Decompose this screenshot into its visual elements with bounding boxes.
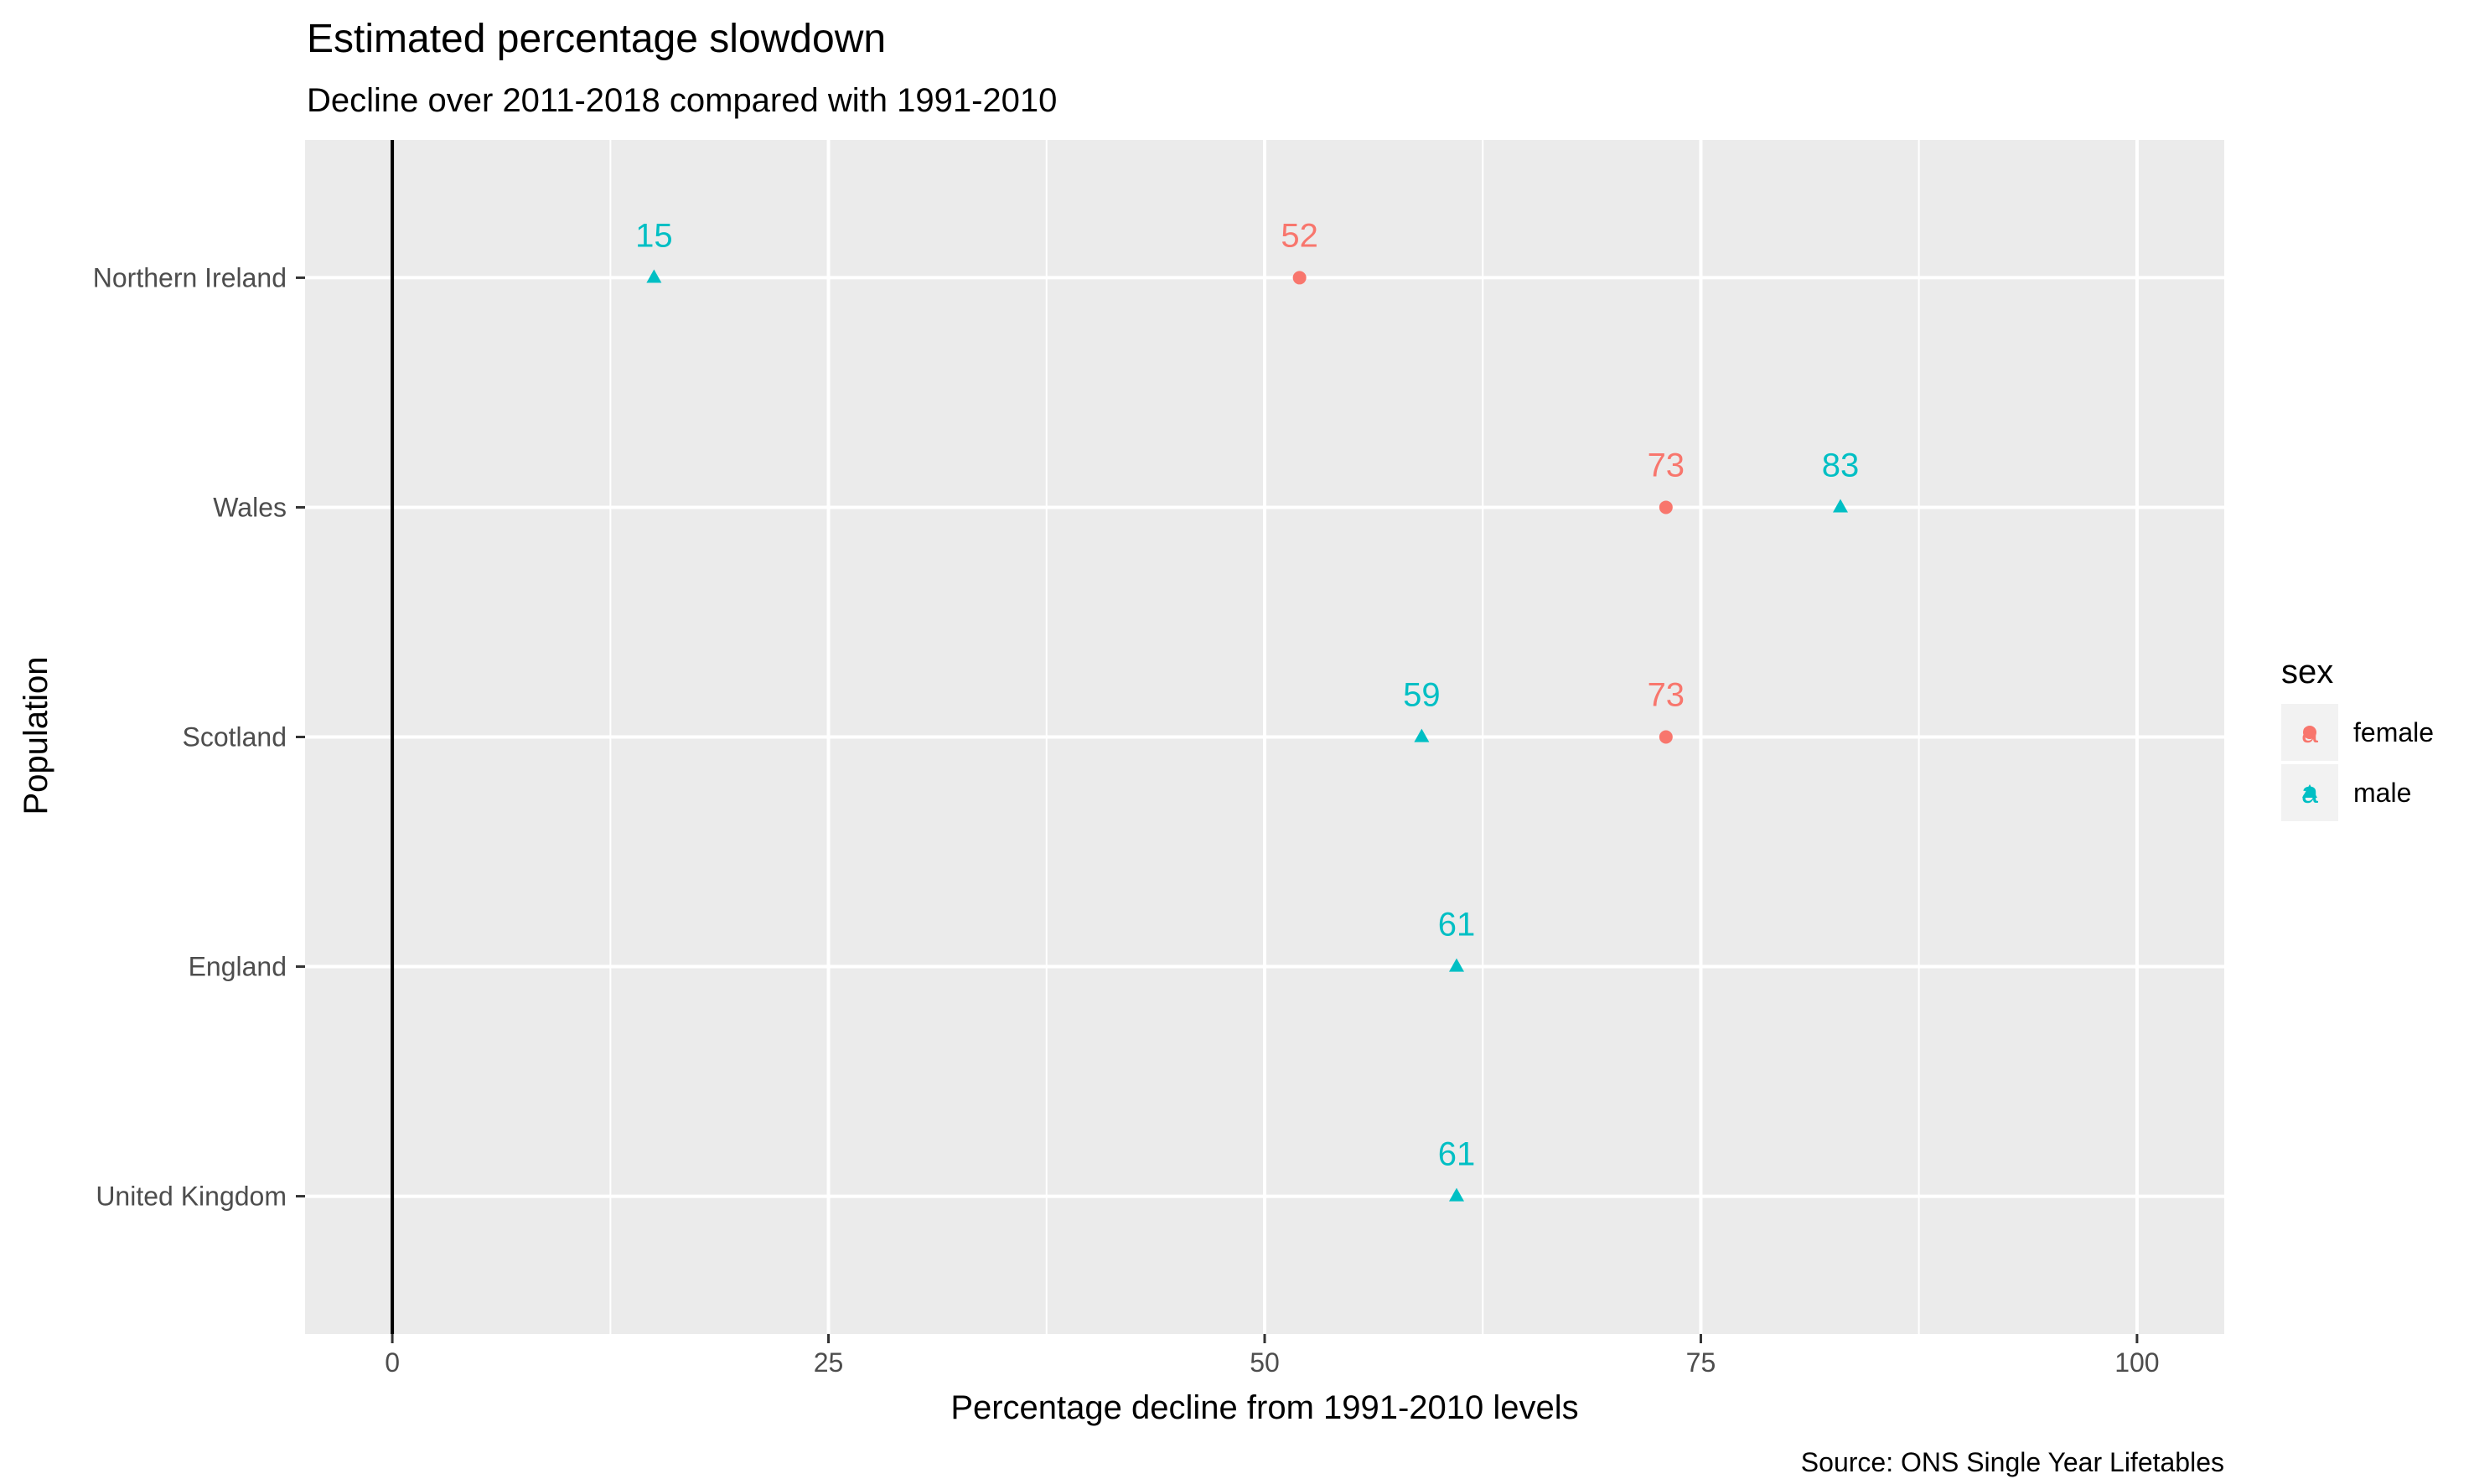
data-label-male: 61	[1438, 1136, 1476, 1173]
x-tick-label: 0	[385, 1347, 400, 1378]
data-label-male: 83	[1822, 447, 1860, 483]
x-axis: 0 25 50 75 100	[385, 1334, 2160, 1378]
y-tick-label: Wales	[213, 492, 287, 522]
data-label-female: 52	[1281, 217, 1318, 254]
x-tick-label: 50	[1250, 1347, 1280, 1378]
chart-title: Estimated percentage slowdown	[307, 17, 886, 61]
legend-title: sex	[2281, 654, 2333, 690]
y-tick-label: United Kingdom	[96, 1182, 287, 1212]
chart-caption: Source: ONS Single Year Lifetables	[1801, 1447, 2224, 1477]
point-male	[1833, 499, 1848, 513]
y-axis: Northern Ireland Wales Scotland England Unit…	[93, 262, 305, 1212]
x-axis-title: Percentage decline from 1991-2010 levels	[950, 1389, 1578, 1426]
point-male	[1414, 728, 1430, 742]
data-label-male: 15	[635, 217, 673, 254]
x-tick-label: 75	[1686, 1347, 1716, 1378]
y-tick-label: Scotland	[182, 722, 287, 752]
point-female	[1659, 500, 1673, 514]
legend-key-glyph: a	[2301, 715, 2319, 749]
point-male	[1449, 958, 1464, 972]
x-tick-label: 25	[814, 1347, 844, 1378]
point-female	[1292, 271, 1307, 285]
point-male	[1449, 1187, 1464, 1202]
x-tick-label: 100	[2114, 1347, 2159, 1378]
data-label-female: 73	[1648, 447, 1685, 483]
legend-key-glyph: a	[2301, 775, 2319, 809]
legend-label-male: male	[2353, 778, 2411, 808]
legend-label-female: female	[2353, 717, 2434, 747]
legend-key-male	[2302, 784, 2317, 798]
point-male	[646, 269, 662, 283]
legend-key-female	[2303, 726, 2316, 739]
chart-subtitle: Decline over 2011-2018 compared with 199…	[307, 82, 1057, 119]
data-labels: 52 73 73 15 83 59 61 61	[635, 217, 1859, 1172]
y-tick-label: England	[189, 952, 287, 982]
data-points	[646, 269, 1848, 1202]
major-gridlines	[305, 140, 2224, 1334]
y-axis-title: Population	[18, 656, 54, 814]
point-female	[1659, 730, 1673, 744]
y-tick-label: Northern Ireland	[93, 262, 287, 292]
data-label-male: 61	[1438, 907, 1476, 944]
data-label-female: 73	[1648, 677, 1685, 714]
legend: sex a female a male	[2281, 654, 2434, 821]
data-label-male: 59	[1403, 677, 1441, 714]
